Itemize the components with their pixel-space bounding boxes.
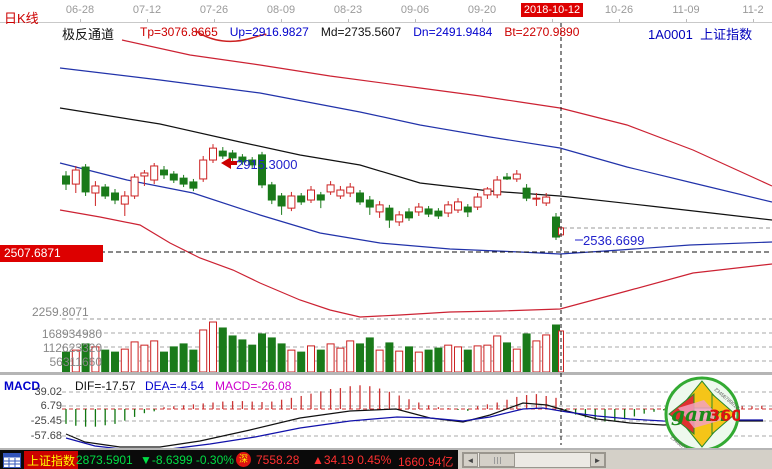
- date-label: 08-23: [333, 4, 363, 16]
- quote-table-icon[interactable]: [3, 453, 21, 469]
- status-bar: 上证指数 2873.5901 ▼-8.6399 -0.30% 深 7558.28…: [0, 448, 772, 469]
- macd-dea-value: DEA=-4.54: [145, 379, 205, 393]
- logo-text-360: 360: [709, 406, 740, 425]
- period-label: 日K线: [4, 11, 39, 26]
- symbol-name: 上证指数: [700, 27, 753, 42]
- indicator-params: Tp=3076.8665 Up=2916.9827 Md=2735.5607 Dn=2…: [140, 25, 579, 39]
- date-tick: [348, 19, 349, 22]
- date-tick: [80, 19, 81, 22]
- channel-param-value: Tp=3076.8665: [140, 25, 218, 39]
- macd-macd-value: MACD=-26.08: [215, 379, 292, 393]
- macd-axis-label: 39.02: [34, 386, 62, 398]
- shen-value: 7558.28: [256, 453, 300, 467]
- shen-change: ▲34.19 0.45%: [312, 453, 392, 467]
- channel-param-value: Up=2916.9827: [229, 25, 309, 39]
- date-tick: [147, 19, 148, 22]
- macd-axis-label: -25.45: [30, 415, 62, 427]
- channel-param-value: Md=2735.5607: [320, 25, 402, 39]
- channel-param-value: Bt=2270.9890: [504, 25, 580, 39]
- date-label: 11-2: [742, 4, 764, 16]
- date-tick: [482, 19, 483, 22]
- date-label: 10-26: [604, 4, 634, 16]
- macd-header: MACD DIF=-17.57 DEA=-4.54 MACD=-26.08: [0, 379, 560, 393]
- ticker-section: 上证指数 2873.5901 ▼-8.6399 -0.30% 深 7558.28…: [0, 450, 458, 469]
- scroll-left-button[interactable]: ◄: [463, 453, 478, 467]
- indicator-name: 极反通道: [62, 27, 115, 42]
- shenzhen-icon[interactable]: 深: [236, 452, 251, 467]
- annotation-price-label: 2915.3000: [236, 157, 298, 172]
- scrollbar-thumb[interactable]: [479, 453, 515, 467]
- channel-price-label: 2536.6699: [583, 233, 645, 248]
- date-label: 08-09: [266, 4, 296, 16]
- scroll-section: ◄ ► 收1A0001分笔: [458, 450, 772, 469]
- macd-axis-label: -57.68: [30, 430, 62, 442]
- date-axis: 06-28 07-12 07-26 08-09 08-23 09-06 09-20 2018-…: [0, 0, 772, 23]
- volume-axis-label: 168934980: [41, 327, 102, 341]
- index-change: ▼-8.6399 -0.30%: [140, 453, 234, 467]
- horizontal-scrollbar[interactable]: ◄ ►: [462, 452, 606, 468]
- macd-dif-value: DIF=-17.57: [75, 379, 136, 393]
- turnover-amount: 1660.94亿: [398, 455, 454, 469]
- date-label: 06-28: [65, 4, 95, 16]
- current-price-badge: 2507.6871: [0, 245, 103, 262]
- date-tick: [214, 19, 215, 22]
- volume-axis-label: 56311660: [49, 355, 103, 369]
- logo-text-gann: gann: [671, 402, 727, 426]
- index-name-badge[interactable]: 上证指数: [24, 451, 79, 469]
- symbol-code: 1A0001: [648, 27, 693, 42]
- date-label: 07-26: [199, 4, 229, 16]
- date-tick: [753, 19, 754, 22]
- scroll-right-button[interactable]: ►: [590, 453, 605, 467]
- date-label: 09-06: [400, 4, 430, 16]
- gann360-logo: gann 360 23456789012345 23456789012345: [664, 376, 747, 465]
- date-tick: [552, 19, 553, 22]
- date-tick: [686, 19, 687, 22]
- date-label: 09-20: [467, 4, 497, 16]
- date-label: 11-09: [672, 4, 700, 16]
- symbol-label: 1A0001 上证指数: [648, 24, 752, 43]
- index-value: 2873.5901: [76, 453, 133, 467]
- macd-axis-label: 6.79: [40, 400, 62, 412]
- date-tick: [415, 19, 416, 22]
- gann360-logo-image: gann 360 23456789012345 23456789012345: [664, 376, 747, 465]
- date-tick: [281, 19, 282, 22]
- date-tick: [619, 19, 620, 22]
- date-label-selected: 2018-10-12: [521, 3, 583, 17]
- volume-axis-label: 112623320: [42, 341, 102, 355]
- channel-param-value: Dn=2491.9484: [413, 25, 493, 39]
- price-gridline-label: 2259.8071: [32, 305, 89, 319]
- date-label: 07-12: [132, 4, 162, 16]
- macd-title: MACD: [4, 379, 40, 393]
